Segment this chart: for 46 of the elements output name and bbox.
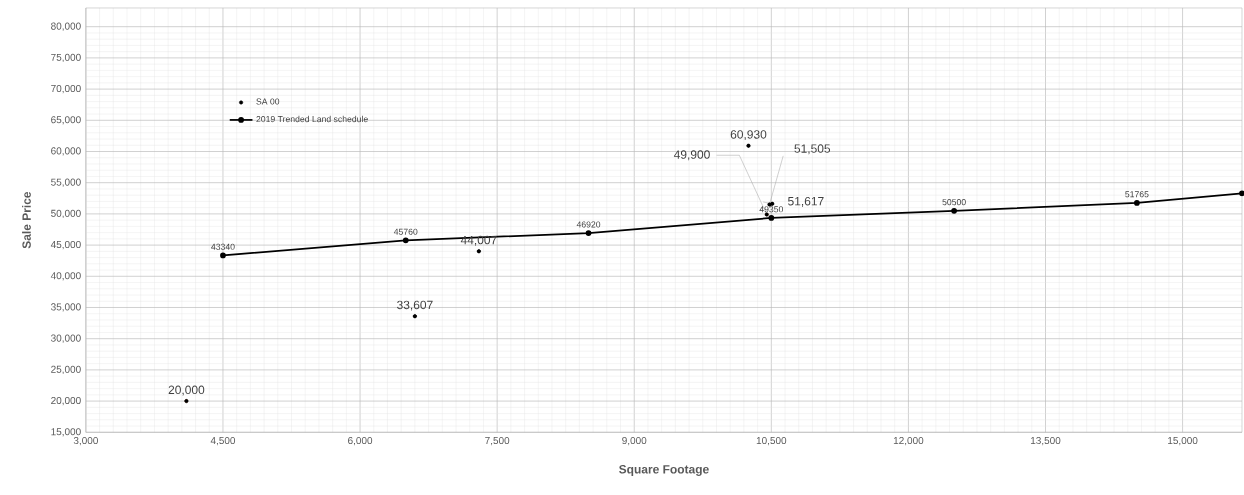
y-tick-label: 30,000	[51, 334, 81, 343]
x-tick-label: 4,500	[210, 436, 236, 446]
y-tick-label: 80,000	[51, 22, 81, 31]
data-label: 50500	[942, 198, 966, 206]
legend-label: 2019 Trended Land schedule	[256, 115, 368, 123]
point	[585, 230, 592, 236]
point	[1134, 199, 1140, 206]
x-tick-label: 15,000	[1168, 436, 1198, 446]
y-tick-label: 75,000	[51, 53, 81, 62]
data-label: 44,007	[460, 235, 497, 246]
data-label: 51,505	[794, 144, 831, 155]
y-tick-label: 50,000	[51, 209, 81, 218]
y-tick-label: 60,000	[51, 147, 81, 156]
x-tick-label: 9,000	[622, 436, 647, 446]
data-label: 49350	[759, 206, 783, 213]
data-label: 51765	[1125, 191, 1149, 198]
y-tick-label: 65,000	[51, 116, 81, 125]
data-label: 51,617	[788, 196, 824, 207]
data-label: 33,607	[397, 300, 433, 311]
y-tick-label: 40,000	[50, 272, 81, 281]
x-tick-label: 13,500	[1030, 436, 1061, 446]
x-tick-label: 12,000	[893, 436, 924, 446]
y-tick-label: 35,000	[51, 303, 81, 312]
point	[951, 207, 957, 214]
y-tick-label: 25,000	[51, 365, 81, 374]
x-axis-title: Square Footage	[619, 464, 709, 476]
x-tick-label: 7,500	[485, 436, 510, 446]
data-label: 49,900	[673, 150, 710, 161]
point	[768, 214, 775, 221]
data-label: 20,000	[168, 385, 205, 396]
point	[402, 237, 409, 244]
y-tick-label: 45,000	[50, 240, 81, 250]
data-label: 43340	[211, 243, 235, 250]
data-label: 46920	[576, 221, 601, 228]
y-tick-label: 55,000	[51, 178, 81, 187]
y-tick-label: 70,000	[51, 84, 81, 94]
x-tick-label: 10,500	[756, 436, 787, 446]
y-axis-title: Sale Price	[22, 191, 31, 249]
data-label: 45760	[393, 228, 418, 235]
legend-label: SA 00	[256, 98, 280, 105]
x-tick-label: 3,000	[73, 436, 98, 446]
point	[220, 252, 226, 259]
y-tick-label: 15,000	[51, 428, 81, 437]
data-label: 60,930	[730, 130, 767, 140]
y-tick-label: 20,000	[51, 396, 81, 406]
x-tick-label: 6,000	[348, 436, 373, 446]
